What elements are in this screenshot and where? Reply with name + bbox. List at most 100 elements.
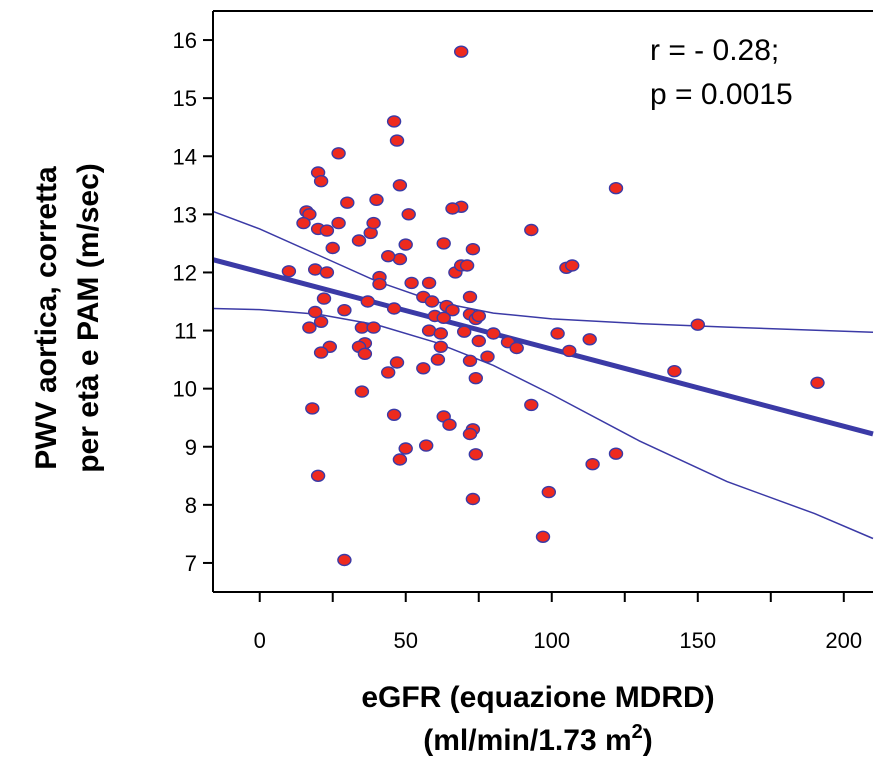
data-point-24 [436, 237, 451, 250]
data-point-30 [308, 263, 323, 276]
correlation-annotation: r = - 0.28; [650, 34, 779, 67]
data-point-80 [430, 353, 446, 366]
data-point-71 [313, 346, 329, 359]
y-tick-label-14: 14 [173, 144, 197, 169]
data-points-layer [281, 45, 825, 567]
data-point-47 [445, 304, 460, 317]
data-point-87 [354, 385, 370, 398]
data-point-99 [585, 458, 600, 471]
data-point-59 [313, 315, 329, 328]
data-point-62 [421, 324, 437, 337]
data-point-79 [416, 362, 431, 375]
data-point-105 [337, 553, 352, 567]
data-point-61 [366, 321, 381, 334]
data-point-86 [810, 376, 825, 389]
regression-layer [212, 257, 874, 437]
data-point-57 [690, 318, 705, 331]
data-point-3 [389, 134, 405, 147]
data-point-37 [565, 259, 580, 272]
data-point-97 [392, 453, 408, 466]
data-point-43 [360, 295, 375, 308]
data-point-25 [325, 241, 340, 255]
data-point-58 [302, 321, 317, 334]
y-axis-title-line1: PWV aortica, corretta [30, 166, 63, 470]
y-tick-label-11: 11 [174, 319, 197, 344]
data-point-103 [465, 492, 481, 506]
data-point-94 [462, 427, 478, 441]
x-tick-label-150: 150 [679, 628, 716, 653]
y-tick-label-7: 7 [185, 551, 197, 576]
data-point-49 [337, 304, 352, 317]
data-point-31 [319, 266, 335, 279]
data-point-102 [541, 485, 556, 499]
data-point-42 [316, 292, 332, 305]
x-tick-label-50: 50 [394, 628, 418, 653]
data-point-18 [319, 224, 335, 237]
data-point-64 [457, 325, 472, 338]
data-point-38 [421, 276, 437, 290]
data-point-78 [389, 356, 405, 369]
data-point-88 [305, 402, 320, 415]
y-axis-title-line2: per età e PAM (m/sec) [72, 163, 105, 473]
data-point-53 [436, 311, 451, 324]
data-point-27 [398, 238, 413, 251]
data-point-73 [471, 334, 486, 348]
x-axis-title-line1: eGFR (equazione MDRD) [361, 681, 714, 714]
data-point-65 [486, 327, 501, 340]
data-point-14 [369, 193, 384, 207]
data-point-56 [471, 309, 486, 323]
axes-layer: 7 8 9 10 11 12 13 14 15 16 0 50 100 150 200 [173, 10, 873, 653]
data-point-4 [331, 147, 346, 160]
confidence-interval-layer [212, 210, 874, 540]
data-point-76 [562, 344, 577, 358]
data-point-35 [459, 259, 475, 272]
y-tick-label-15: 15 [173, 86, 197, 111]
data-point-104 [535, 530, 551, 543]
data-point-51 [386, 302, 402, 315]
x-axis-title-superscript: 2 [632, 721, 643, 743]
ci-lower-line [212, 307, 874, 540]
data-point-82 [480, 350, 495, 363]
data-point-63 [433, 327, 448, 340]
data-point-77 [357, 347, 373, 360]
data-point-22 [366, 216, 381, 230]
data-point-67 [582, 333, 597, 346]
data-point-48 [462, 290, 478, 304]
ci-upper-line [212, 210, 874, 334]
data-point-15 [401, 208, 416, 221]
x-axis-title-line2: (ml/min/1.73 m2) [423, 721, 653, 757]
data-point-96 [398, 442, 413, 455]
data-point-85 [468, 372, 483, 385]
data-point-41 [404, 276, 419, 290]
data-point-28 [465, 242, 481, 256]
data-point-10 [445, 202, 460, 215]
data-point-26 [392, 252, 408, 266]
data-point-95 [419, 439, 434, 452]
data-point-7 [392, 179, 408, 192]
x-tick-label-100: 100 [533, 628, 570, 653]
data-point-20 [351, 234, 367, 247]
data-point-101 [310, 469, 326, 482]
data-point-16 [296, 216, 311, 230]
regression-line [212, 257, 874, 437]
x-tick-label-200: 200 [825, 628, 862, 653]
data-point-84 [381, 366, 396, 379]
data-point-90 [386, 408, 402, 421]
data-point-8 [608, 181, 624, 195]
data-point-50 [308, 305, 323, 319]
data-point-66 [550, 327, 565, 340]
x-axis-title-line2-base: (ml/min/1.73 m [423, 724, 631, 757]
x-axis-title-line2-end: ) [643, 724, 653, 757]
x-tick-label-0: 0 [254, 628, 266, 653]
data-point-92 [442, 418, 457, 431]
data-point-83 [667, 365, 682, 378]
data-point-13 [340, 196, 355, 209]
y-tick-label-13: 13 [173, 202, 197, 227]
y-tick-label-16: 16 [173, 28, 197, 53]
data-point-72 [433, 340, 448, 353]
data-point-75 [509, 341, 524, 355]
y-tick-label-12: 12 [173, 260, 197, 285]
data-point-29 [281, 265, 297, 278]
data-point-19 [331, 216, 346, 230]
